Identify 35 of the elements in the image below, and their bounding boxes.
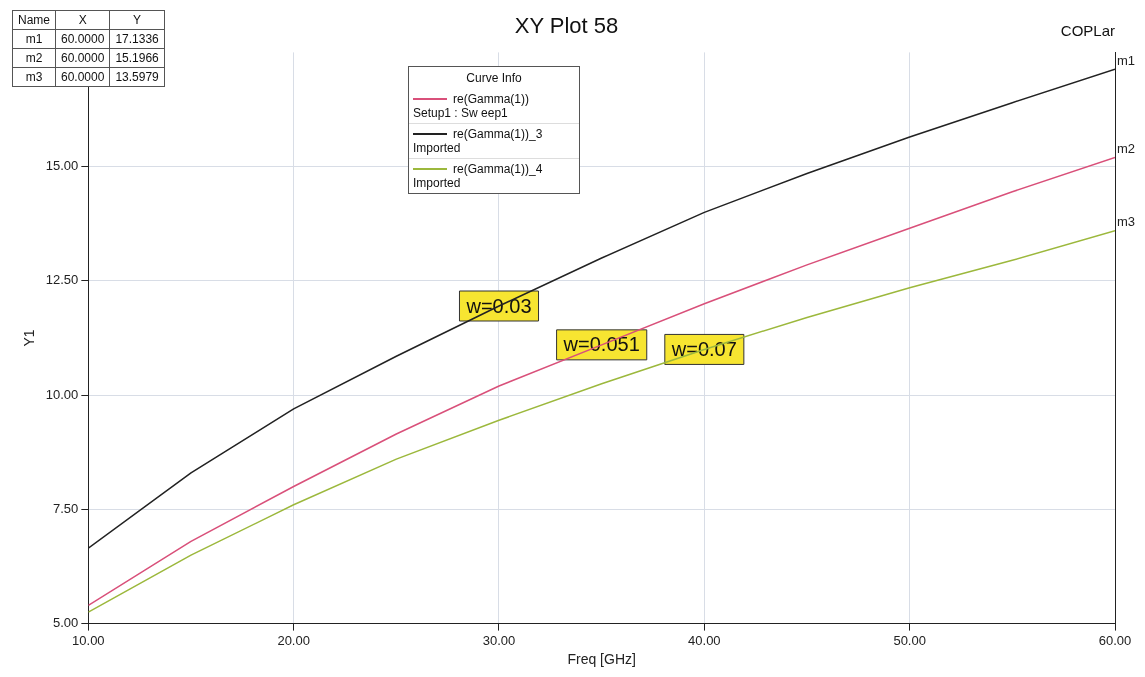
legend-label: re(Gamma(1)) Setup1 : Sw eep1 [413, 92, 530, 120]
annotation: w=0.07 [670, 337, 737, 360]
annotation: m1 [1117, 52, 1136, 68]
x-tick-label: 20.00 [277, 632, 310, 648]
text: COPLar [1060, 22, 1115, 39]
text: Y [109, 10, 165, 30]
text: m2 [12, 48, 56, 68]
y-tick-label: 7.50 [53, 500, 79, 516]
annotation: 60.0000 [55, 48, 110, 68]
x-tick-label: 10.00 [72, 632, 105, 648]
text: X [55, 10, 110, 30]
chart-title: XY Plot 58 [514, 13, 619, 39]
annotation: 60.0000 [55, 67, 110, 87]
annotation: 15.1966 [109, 48, 165, 68]
text: m1 [12, 29, 56, 49]
x-tick-label: 50.00 [893, 632, 926, 648]
y-tick-label: 10.00 [45, 386, 79, 402]
y-tick-label: 5.00 [53, 615, 79, 631]
annotation: m3 [1117, 214, 1136, 230]
x-axis-title: Freq [GHz] [567, 651, 636, 668]
y-tick-label: 15.00 [45, 158, 79, 174]
legend-label: re(Gamma(1))_3 Imported [413, 127, 544, 155]
text: 60.0000 [55, 29, 110, 49]
text: Name [12, 10, 56, 30]
legend-label: re(Gamma(1))_4 Imported [413, 162, 544, 190]
text: 17.1336 [109, 29, 165, 49]
x-tick-label: 40.00 [688, 632, 721, 648]
annotation: 13.5979 [109, 67, 165, 87]
text: m3 [12, 67, 56, 87]
x-tick-label: 30.00 [482, 632, 516, 648]
legend-title: Curve Info [465, 70, 523, 87]
x-tick-label: 60.00 [1098, 632, 1132, 648]
y-axis-title: Y1 [21, 329, 38, 347]
annotation: m2 [1117, 141, 1136, 157]
y-tick-label: 12.50 [45, 272, 79, 288]
